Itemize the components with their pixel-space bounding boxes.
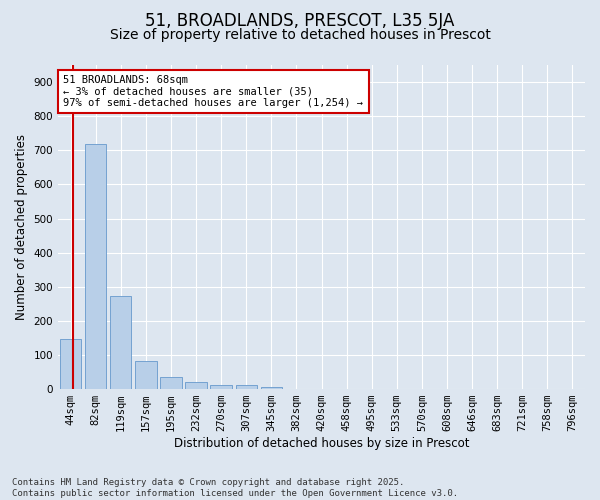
Bar [160,377,182,389]
X-axis label: Distribution of detached houses by size in Prescot: Distribution of detached houses by size … [174,437,469,450]
Bar [60,338,81,389]
Text: 51 BROADLANDS: 68sqm
← 3% of detached houses are smaller (35)
97% of semi-detach: 51 BROADLANDS: 68sqm ← 3% of detached ho… [64,74,364,108]
Bar [185,382,207,389]
Y-axis label: Number of detached properties: Number of detached properties [15,134,28,320]
Bar [260,386,282,389]
Bar [236,385,257,389]
Bar [135,361,157,389]
Text: 51, BROADLANDS, PRESCOT, L35 5JA: 51, BROADLANDS, PRESCOT, L35 5JA [145,12,455,30]
Bar [85,144,106,389]
Text: Contains HM Land Registry data © Crown copyright and database right 2025.
Contai: Contains HM Land Registry data © Crown c… [12,478,458,498]
Text: Size of property relative to detached houses in Prescot: Size of property relative to detached ho… [110,28,490,42]
Bar [211,384,232,389]
Bar [110,296,131,389]
